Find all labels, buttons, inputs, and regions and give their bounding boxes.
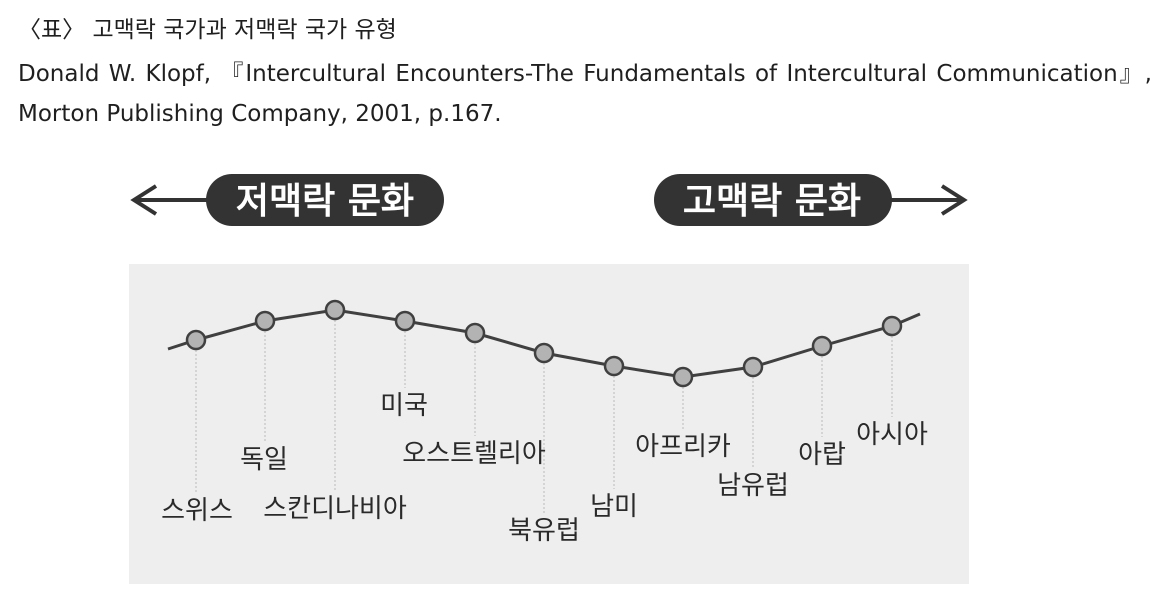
country-label: 독일	[240, 445, 288, 475]
right-arrow-icon	[886, 184, 968, 216]
country-node	[672, 366, 694, 388]
country-node	[811, 335, 833, 357]
country-node	[464, 322, 486, 344]
country-label: 아랍	[798, 440, 846, 470]
country-node	[533, 342, 555, 364]
country-label: 남유럽	[717, 471, 789, 501]
low-context-label: 저맥락 문화	[236, 181, 414, 222]
country-label: 아프리카	[635, 432, 731, 462]
country-node	[742, 356, 764, 378]
country-label: 미국	[380, 391, 428, 421]
citation-book: 『Intercultural Encounters-The Fundamenta…	[220, 61, 1152, 87]
left-arrow-icon	[130, 184, 212, 216]
citation: Donald W. Klopf, 『Intercultural Encounte…	[18, 54, 1152, 134]
country-label: 스위스	[161, 496, 233, 526]
high-context-pill: 고맥락 문화	[654, 174, 892, 226]
country-node	[324, 299, 346, 321]
country-label: 북유럽	[508, 516, 580, 546]
country-node	[185, 329, 207, 351]
low-context-pill: 저맥락 문화	[206, 174, 444, 226]
country-label: 남미	[590, 492, 638, 522]
country-node	[254, 310, 276, 332]
country-node	[394, 310, 416, 332]
country-label: 아시아	[856, 420, 928, 450]
high-context-label: 고맥락 문화	[683, 181, 861, 222]
citation-author: Donald W. Klopf,	[18, 61, 212, 87]
citation-publisher: Morton Publishing Company, 2001, p.167.	[18, 101, 502, 127]
country-label: 스칸디나비아	[263, 494, 407, 524]
country-label: 오스트렐리아	[402, 439, 546, 469]
table-caption: 〈표〉 고맥락 국가과 저맥락 국가 유형	[18, 17, 397, 43]
country-node	[603, 355, 625, 377]
country-node	[881, 315, 903, 337]
